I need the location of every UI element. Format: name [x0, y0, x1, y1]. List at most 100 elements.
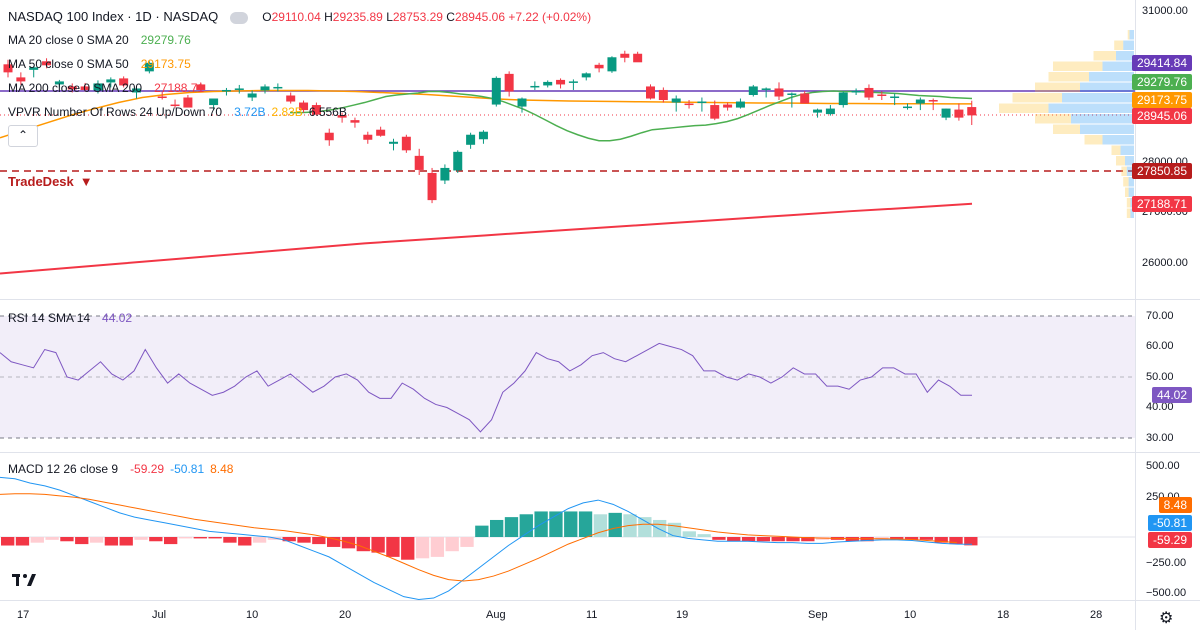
candle-body: [350, 120, 360, 123]
legend-vpvr[interactable]: VPVR Number Of Rows 24 Up/Down 70 3.72B …: [8, 105, 347, 119]
candle-body: [144, 62, 154, 72]
candle-body: [710, 105, 720, 119]
macd-hist-bar: [460, 537, 474, 547]
ma200-value: 27188.71: [154, 81, 205, 95]
triangle-down-icon: ▼: [79, 174, 93, 189]
vpvr-down-bar: [1111, 145, 1121, 155]
legend-ma50[interactable]: MA 50 close 0 SMA 50 29173.75: [8, 57, 191, 71]
macd-hist-bar: [75, 537, 89, 545]
rsi-label: RSI 14 SMA 14: [8, 311, 91, 325]
low-value: 28753.29: [392, 9, 443, 24]
candle-body: [93, 83, 103, 91]
candle-body: [530, 85, 540, 88]
candle-body: [877, 94, 887, 96]
vpvr-up-bar: [1116, 51, 1134, 61]
macd-hist-bar: [30, 537, 44, 543]
macd-line-badge: -50.81: [1147, 515, 1192, 531]
visibility-toggle-icon[interactable]: [230, 11, 249, 24]
candle-body: [748, 86, 758, 95]
vpvr-up-bar: [1102, 61, 1134, 71]
rsi-line[interactable]: [0, 342, 972, 433]
candle-body: [543, 81, 553, 86]
candle-body: [568, 81, 578, 83]
macd-hist-bar: [490, 519, 504, 537]
macd-hist-bar: [104, 537, 119, 546]
ma20-value: 29279.76: [140, 33, 191, 47]
legend-macd[interactable]: MACD 12 26 close 9 -59.29 -50.81 8.48: [8, 462, 233, 476]
candle-body: [183, 97, 193, 108]
macd-hist-bar: [801, 537, 815, 542]
macd-hist-bar: [919, 537, 934, 540]
legend-ma200[interactable]: MA 200 close 0 SMA 200 27188.71: [8, 81, 204, 95]
vpvr-up-bar: [1130, 208, 1134, 218]
time-axis-label: 28: [1090, 609, 1103, 621]
candle-body: [774, 88, 784, 97]
macd-hist-bar: [371, 537, 385, 553]
macd-signal-line[interactable]: [0, 493, 958, 582]
vpvr-down-bar: [1126, 198, 1131, 208]
macd-hist-bar: [430, 537, 445, 557]
candle-body: [414, 155, 424, 170]
candles[interactable]: [3, 50, 977, 204]
candle-body: [401, 136, 411, 151]
vpvr-down-bar: [1035, 114, 1071, 124]
time-axis-label: 10: [904, 609, 917, 621]
last-price-badge: 28945.06: [1131, 108, 1192, 124]
vpvr-up-bar: [1080, 82, 1134, 92]
symbol-header: NASDAQ 100 Index · 1D · NASDAQ O29110.04…: [8, 9, 591, 24]
macd-hist-bar: [208, 537, 222, 539]
settings-gear-icon[interactable]: ⚙: [1159, 610, 1174, 627]
candle-body: [363, 134, 373, 140]
candle-body: [440, 167, 450, 181]
vpvr-down-bar: [1114, 40, 1124, 50]
candle-body: [864, 87, 874, 98]
candle-body: [838, 92, 848, 106]
macd-hist-bar: [638, 517, 652, 537]
macd-hist-bar: [786, 537, 800, 542]
macd-hist-bar: [697, 534, 711, 537]
macd-hist-bar: [415, 537, 430, 559]
candle-body: [170, 104, 180, 107]
candle-body: [928, 100, 938, 102]
close-value: 28945.06: [454, 9, 506, 24]
tradedesk-label[interactable]: TradeDesk ▼: [8, 174, 93, 189]
candle-body: [594, 64, 604, 69]
rsi-axis-label: 30.00: [1146, 432, 1174, 444]
macd-line[interactable]: [0, 476, 973, 600]
candle-body: [787, 93, 797, 95]
macd-hist-bar: [504, 517, 519, 537]
change-value: +7.22 (+0.02%): [508, 9, 592, 24]
candle-body: [581, 73, 591, 78]
candle-body: [504, 73, 514, 92]
symbol-title[interactable]: NASDAQ 100 Index · 1D · NASDAQ: [8, 9, 219, 24]
vpvr-down-bar: [1123, 177, 1129, 187]
candle-body: [453, 151, 463, 171]
candle-body: [196, 84, 206, 90]
legend-rsi[interactable]: RSI 14 SMA 14 44.02: [8, 311, 132, 325]
macd-hist-bar: [741, 537, 756, 542]
legend-ma20[interactable]: MA 20 close 0 SMA 20 29279.76: [8, 33, 191, 47]
macd-hist-bar: [60, 537, 74, 542]
candle-body: [234, 88, 244, 90]
close-label: C: [446, 9, 455, 24]
time-axis-label: 17: [17, 609, 30, 621]
low-label: L: [386, 9, 393, 24]
time-axis-label: Sep: [808, 609, 828, 621]
vpvr-up-bar: [1120, 145, 1134, 155]
ma200-badge: 27188.71: [1131, 196, 1192, 212]
tradingview-logo-icon[interactable]: [10, 568, 40, 590]
ma200-line[interactable]: [0, 202, 973, 275]
tradedesk-text: TradeDesk: [8, 174, 74, 189]
vpvr-down-bar: [1125, 187, 1129, 197]
open-value: 29110.04: [271, 9, 321, 24]
candle-body: [607, 57, 617, 72]
macd-hist-bar: [475, 525, 489, 537]
macd-line-value: -50.81: [170, 462, 205, 476]
time-axis-label: 10: [246, 609, 259, 621]
candle-body: [825, 108, 835, 115]
macd-hist-bar: [134, 537, 148, 540]
macd-hist-bar: [964, 537, 978, 546]
collapse-legend-button[interactable]: ⌃: [8, 125, 38, 147]
candle-body: [478, 131, 488, 140]
